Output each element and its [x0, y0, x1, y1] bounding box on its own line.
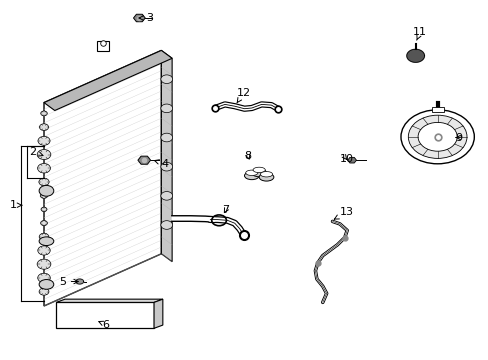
Circle shape	[41, 207, 47, 212]
Text: 1: 1	[10, 200, 17, 210]
Circle shape	[161, 104, 172, 113]
Circle shape	[38, 273, 50, 283]
Circle shape	[161, 133, 172, 142]
Text: 10: 10	[339, 154, 353, 164]
Bar	[97, 41, 109, 51]
Circle shape	[417, 122, 456, 151]
Polygon shape	[154, 299, 163, 328]
Ellipse shape	[245, 170, 258, 175]
Ellipse shape	[260, 172, 272, 177]
Polygon shape	[133, 14, 145, 22]
Bar	[56, 302, 154, 328]
Polygon shape	[76, 279, 83, 284]
Text: 5: 5	[60, 276, 66, 287]
Circle shape	[161, 162, 172, 171]
Circle shape	[161, 192, 172, 200]
Polygon shape	[161, 50, 172, 262]
Polygon shape	[406, 49, 424, 62]
Circle shape	[39, 233, 49, 240]
Circle shape	[40, 124, 48, 130]
Bar	[431, 107, 443, 112]
Circle shape	[400, 110, 473, 164]
Ellipse shape	[39, 279, 54, 289]
Circle shape	[37, 149, 51, 159]
Circle shape	[161, 75, 172, 84]
Ellipse shape	[39, 185, 54, 196]
Polygon shape	[44, 50, 172, 111]
Text: 7: 7	[222, 204, 229, 215]
Text: 13: 13	[334, 207, 353, 219]
Circle shape	[41, 193, 47, 198]
Text: 2: 2	[29, 147, 43, 157]
Circle shape	[41, 221, 47, 226]
Text: 3: 3	[139, 13, 153, 23]
Circle shape	[407, 115, 466, 158]
Circle shape	[38, 163, 50, 173]
Polygon shape	[347, 157, 356, 163]
Text: 4: 4	[154, 159, 168, 169]
Text: 6: 6	[99, 320, 109, 330]
Circle shape	[41, 111, 47, 116]
Polygon shape	[44, 50, 161, 306]
Polygon shape	[138, 156, 150, 164]
Ellipse shape	[251, 169, 266, 177]
Text: 11: 11	[412, 27, 427, 40]
Ellipse shape	[244, 172, 259, 180]
Circle shape	[38, 246, 50, 255]
Text: 8: 8	[244, 150, 251, 161]
Text: 12: 12	[236, 88, 250, 103]
Circle shape	[161, 221, 172, 229]
Ellipse shape	[39, 237, 54, 246]
Text: 9: 9	[454, 132, 461, 143]
Polygon shape	[56, 299, 163, 302]
Circle shape	[37, 259, 51, 269]
Circle shape	[39, 288, 49, 295]
Ellipse shape	[259, 173, 273, 181]
Circle shape	[38, 136, 50, 145]
Ellipse shape	[253, 167, 265, 172]
Circle shape	[39, 178, 49, 186]
